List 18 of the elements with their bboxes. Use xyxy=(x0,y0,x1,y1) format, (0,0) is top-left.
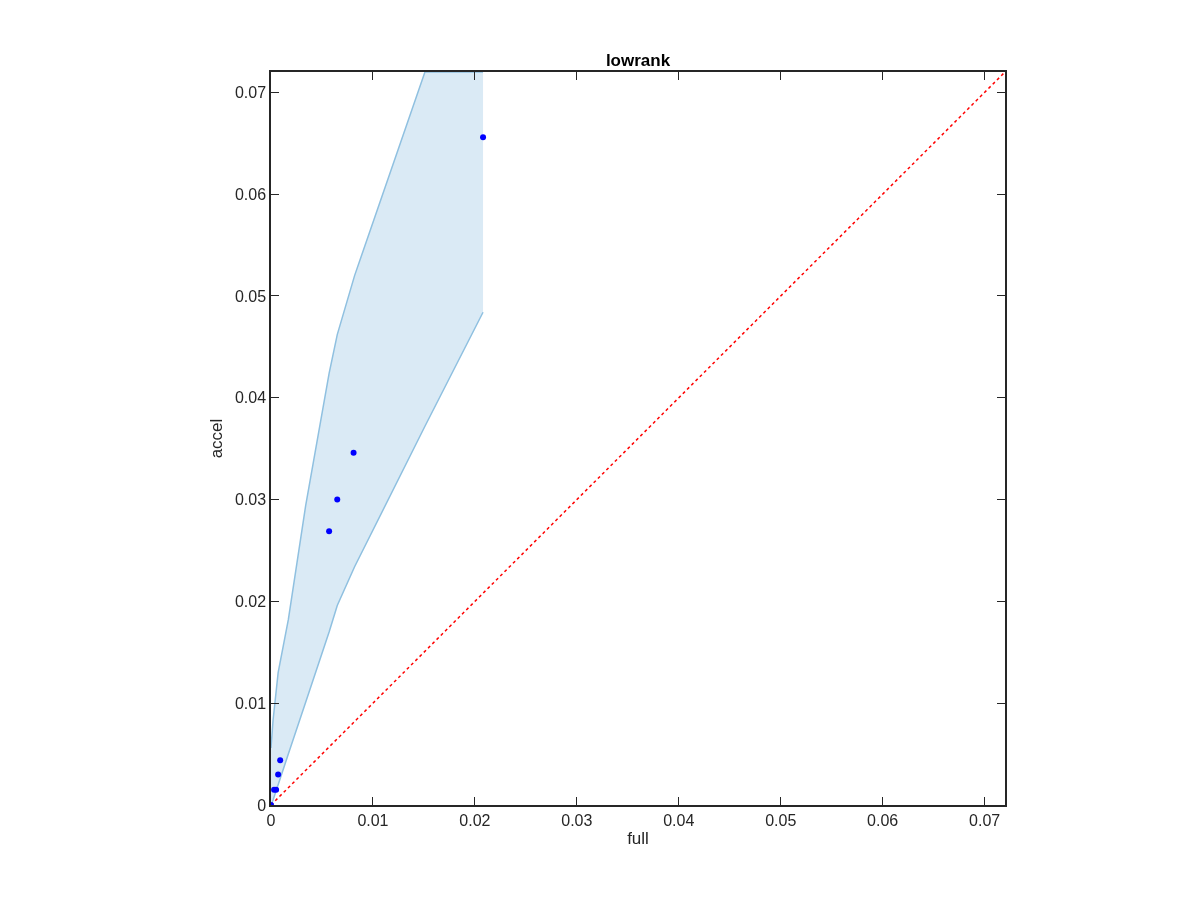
y-tick-label: 0.01 xyxy=(234,694,267,712)
y-tick-label: 0.02 xyxy=(234,592,267,610)
y-tick-label: 0.07 xyxy=(234,83,267,101)
y-tick-label: 0.04 xyxy=(234,389,267,407)
y-tick-label: 0.05 xyxy=(234,287,267,305)
y-tick-label: 0 xyxy=(257,796,267,814)
x-tick-label: 0.04 xyxy=(663,811,695,829)
y-tick-label: 0.03 xyxy=(234,491,267,509)
y-axis-title: accel xyxy=(206,418,226,459)
x-axis-title: full xyxy=(627,828,649,848)
x-tick-label: 0.07 xyxy=(969,811,1001,829)
y-tick-label: 0.06 xyxy=(234,185,267,203)
x-tick-label: 0.01 xyxy=(357,811,389,829)
x-tick-label: 0.05 xyxy=(765,811,797,829)
chart-title: lowrank xyxy=(605,51,671,70)
x-tick-label: 0.06 xyxy=(867,811,899,829)
x-tick-label: 0.02 xyxy=(459,811,491,829)
x-tick-label: 0.03 xyxy=(561,811,593,829)
